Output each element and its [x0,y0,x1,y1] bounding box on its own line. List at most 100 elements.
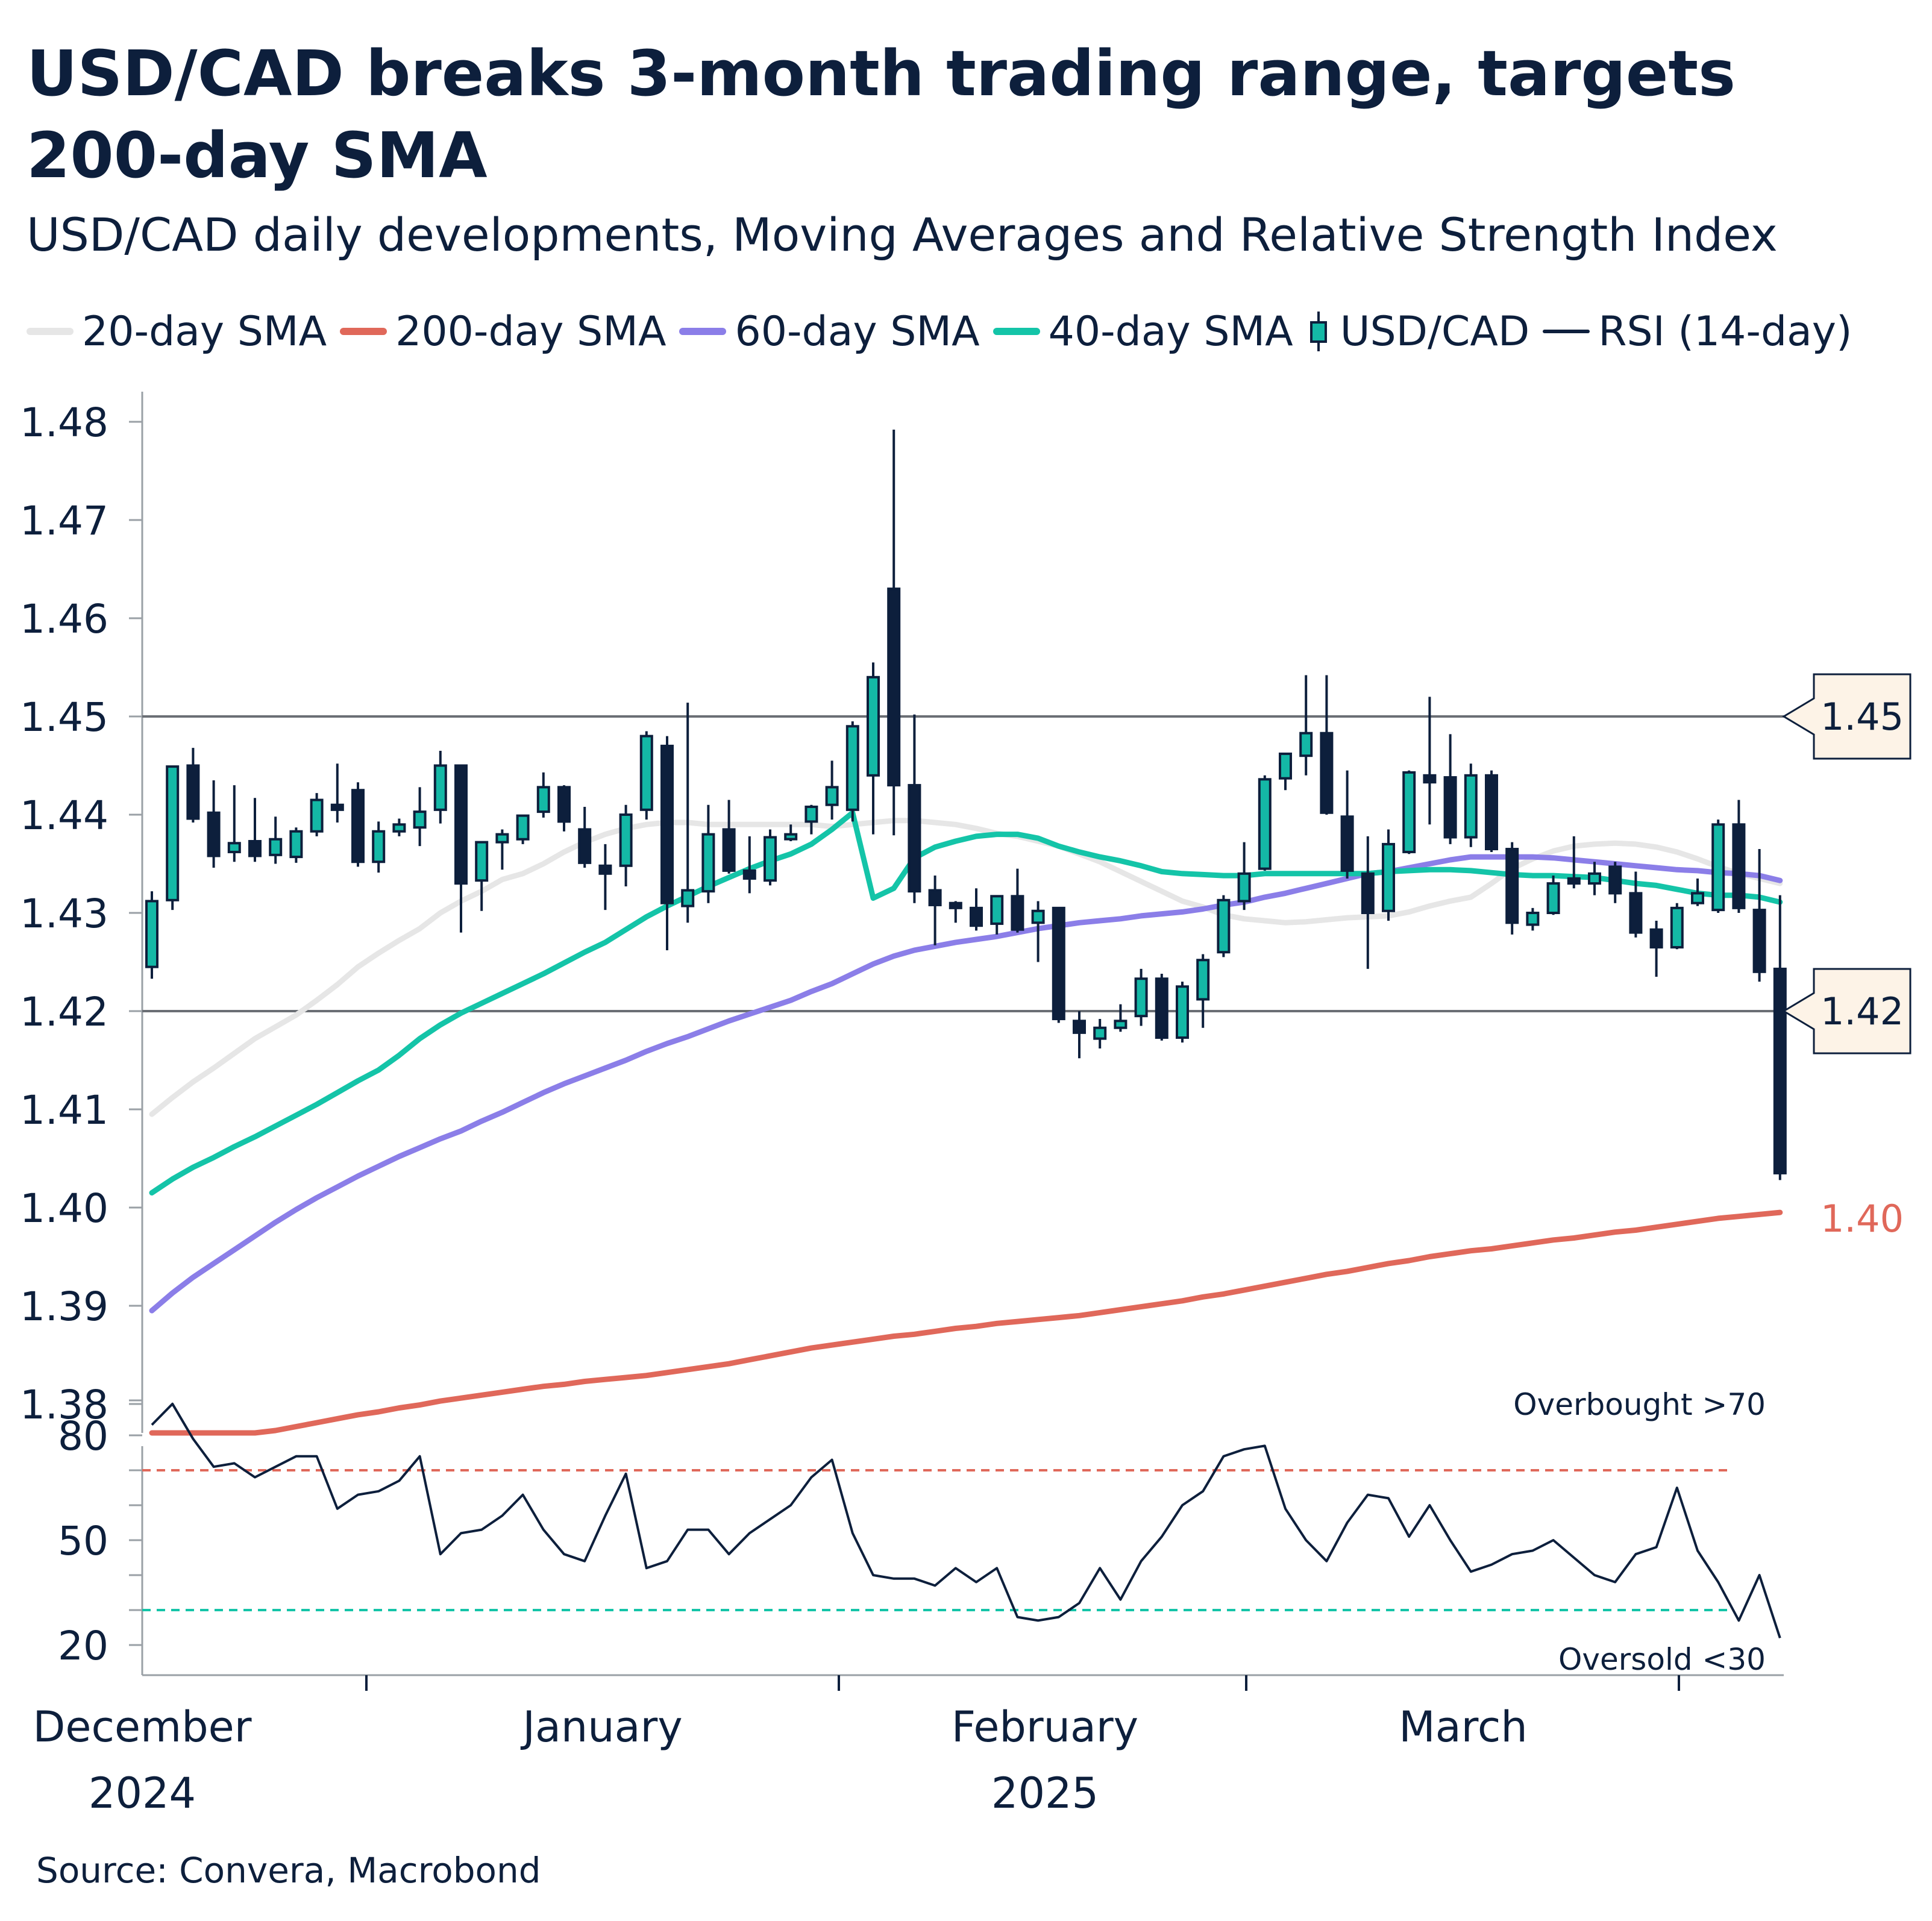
chart-title: USD/CAD breaks 3-month trading range, ta… [27,37,1736,192]
candle-up [1402,771,1416,853]
rsi-line [151,1402,1781,1639]
legend-label-40-day-sma: 40-day SMA [1048,307,1293,356]
candle-up [1464,774,1478,839]
candle-down [1752,909,1766,973]
x-year-label: 2024 [89,1769,196,1818]
candle-up [990,895,1004,925]
candle-down [1320,732,1334,814]
legend-label-rsi: RSI (14-day) [1598,307,1852,356]
candle-down [1340,815,1354,872]
candle-up [1526,912,1540,926]
candle-down [186,764,200,820]
candle-up [145,900,158,968]
candle-up [166,765,180,901]
legend-item-200-day-sma[interactable]: 200-day SMA [340,308,666,356]
candle-down [598,864,612,875]
candle-down [1732,823,1746,909]
candle-down [887,588,901,787]
candle-down [1073,1020,1086,1034]
price-callouts: 1.45 1.42 1.40 [1782,673,1912,1241]
legend-swatch-40-day-sma [993,328,1040,335]
candle-down [1773,967,1787,1174]
candle-up [1546,882,1560,914]
legend-swatch-rsi [1543,330,1590,333]
candle-up [1217,898,1231,954]
legend-item-rsi[interactable]: RSI (14-day) [1543,308,1852,356]
candle-up [825,786,839,806]
x-month-label: January [520,1702,682,1752]
price-y-tick-label: 1.41 [20,1087,108,1133]
price-y-tick-label: 1.38 [20,1382,108,1428]
candle-down [1567,877,1581,885]
candle-up [619,813,633,867]
price-y-tick-label: 1.45 [20,694,108,741]
candle-down [1443,776,1457,839]
x-month-label: March [1399,1702,1527,1752]
price-panel: 1.38 1.39 1.40 1.41 1.42 1.43 1.44 1.45 1.46 1.47… [20,392,143,1433]
20-day-sma-line [149,818,1783,1117]
candle-up [1196,959,1210,1001]
price-y-tick-label: 1.40 [20,1185,108,1232]
candle-up [1382,842,1395,912]
candle-up [536,786,550,813]
200-day-sma-line [149,1209,1783,1436]
legend-item-40-day-sma[interactable]: 40-day SMA [993,308,1293,356]
candle-down [722,828,736,872]
candle-up [372,830,386,863]
candle-down [578,828,592,864]
reference-lines [142,715,1784,1012]
candle-up [639,735,653,811]
rsi-y-tick-label: 20 [58,1623,108,1669]
candle-down [970,906,983,927]
price-y-tick-label: 1.43 [20,891,108,937]
candle-up [1093,1026,1107,1040]
price-y-tick-label: 1.39 [20,1283,108,1330]
candlestick-icon [1306,308,1331,355]
sma-200-end-label: 1.40 [1821,1197,1904,1241]
candle-up [1670,906,1684,949]
candle-down [1608,865,1622,895]
candle-down [1649,928,1663,949]
price-y-tick-label: 1.47 [20,498,108,544]
candle-up [1114,1020,1128,1029]
price-y-tick-label: 1.46 [20,596,108,642]
candle-down [949,901,962,909]
candle-up [701,833,715,893]
moving-average-lines [149,810,1783,1436]
candle-down [1505,848,1519,924]
candle-down [207,811,221,857]
candle-down [454,764,468,885]
legend-label-60-day-sma: 60-day SMA [735,307,980,356]
candle-up [1031,909,1045,924]
candle-up [1299,732,1313,757]
candle-down [1155,977,1168,1039]
candle-down [908,784,921,893]
legend: 20-day SMA 200-day SMA 60-day SMA 40-day… [27,304,1866,359]
legend-swatch-60-day-sma [679,328,727,335]
candle-up [495,833,509,844]
x-year-label: 2025 [991,1769,1099,1818]
legend-label-20-day-sma: 20-day SMA [82,307,327,356]
candle-up [475,841,489,882]
candle-up [269,838,283,856]
candle-down [557,786,571,823]
candle-up [867,675,880,777]
legend-item-usd-cad[interactable]: USD/CAD [1306,308,1529,356]
legend-item-60-day-sma[interactable]: 60-day SMA [679,307,980,356]
candle-up [1691,892,1704,904]
candle-up [1279,752,1292,780]
candle-up [516,814,530,841]
candle-down [1423,774,1437,784]
candle-up [1176,985,1189,1039]
candle-down [1361,872,1375,915]
legend-item-20-day-sma[interactable]: 20-day SMA [27,308,327,356]
price-y-tick-label: 1.44 [20,792,108,839]
candle-down [928,889,942,906]
rsi-panel: 20 50 80 Overbought >70 Oversold <30 [58,1387,1784,1677]
x-axis: December 2024 January February 2025 March [33,1675,1680,1818]
candle-down [330,803,344,811]
candle-down [1011,895,1024,931]
candle-down [742,869,756,880]
candle-down [1485,774,1498,851]
